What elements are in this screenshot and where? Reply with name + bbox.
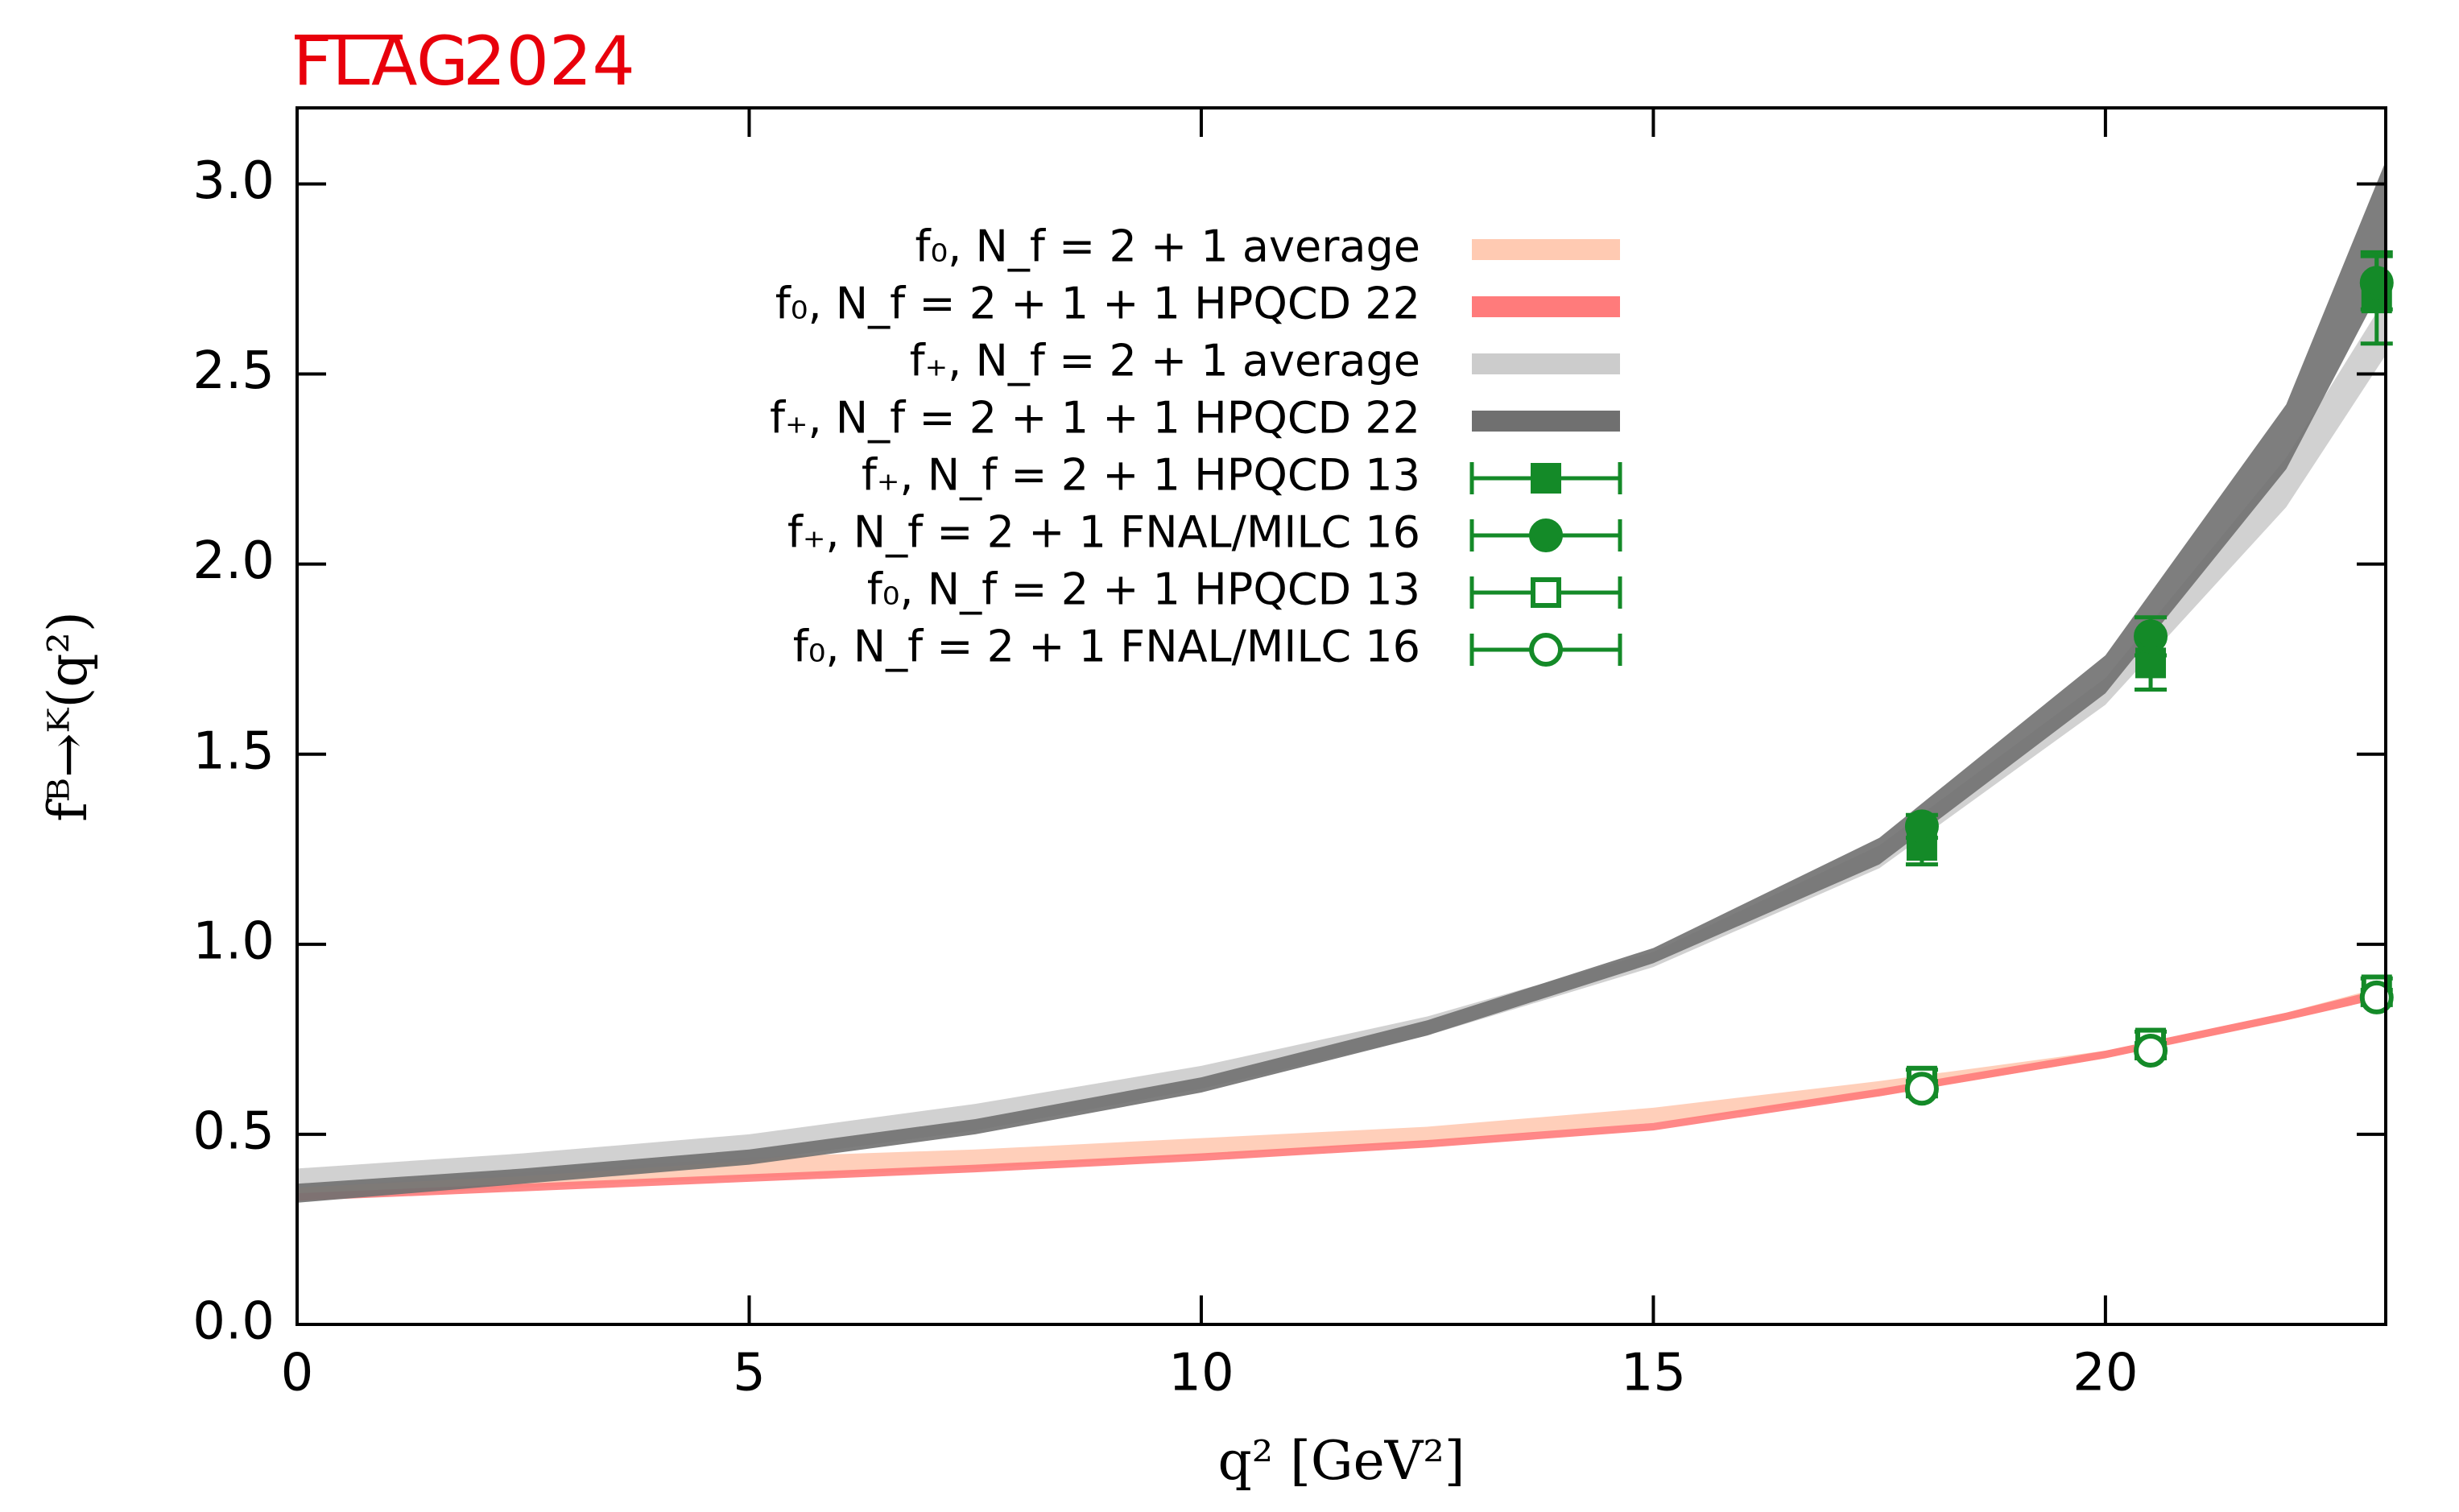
x-tick-label: 15 [1621, 1344, 1686, 1403]
marker [1904, 809, 1939, 844]
plot-frame [295, 106, 2387, 1326]
x-tick-label: 5 [733, 1344, 766, 1403]
y-tick-label: 1.5 [192, 721, 275, 781]
marker [2134, 1034, 2168, 1068]
x-axis-label: q² [GeV²] [1217, 1430, 1465, 1492]
marker [1904, 1072, 1939, 1106]
legend-label: f₊, N_f = 2 + 1 + 1 HPQCD 22 [770, 393, 1420, 444]
legend-marker [1531, 577, 1561, 608]
legend-label: f₀, N_f = 2 + 1 FNAL/MILC 16 [793, 622, 1420, 672]
legend-label: f₊, N_f = 2 + 1 FNAL/MILC 16 [787, 507, 1420, 558]
legend-label: f₀, N_f = 2 + 1 average [915, 221, 1421, 272]
legend-swatch [1472, 411, 1620, 432]
x-tick-label: 0 [281, 1344, 314, 1403]
legend-swatch [1472, 239, 1620, 260]
logo: FLAG [293, 22, 469, 101]
legend-swatch [1472, 296, 1620, 317]
y-tick-label: 2.5 [192, 341, 275, 401]
y-tick-label: 3.0 [192, 151, 275, 211]
marker [2359, 980, 2394, 1014]
legend-label: f₀, N_f = 2 + 1 HPQCD 13 [867, 564, 1420, 615]
legend-swatch [1472, 353, 1620, 374]
x-tick-label: 10 [1168, 1344, 1234, 1403]
marker [2134, 619, 2168, 654]
y-tick-label: 1.0 [192, 911, 275, 971]
legend-marker [1531, 463, 1561, 494]
logo-year: 2024 [463, 22, 635, 101]
y-tick-label: 0.5 [192, 1101, 275, 1161]
y-axis-label: fᴮ→ᴷ(q²) [37, 611, 99, 822]
y-tick-label: 0.0 [192, 1292, 275, 1352]
legend-label: f₊, N_f = 2 + 1 average [910, 336, 1420, 386]
legend-label: f₀, N_f = 2 + 1 + 1 HPQCD 22 [775, 279, 1420, 329]
marker [2359, 266, 2394, 300]
x-tick-label: 20 [2073, 1344, 2138, 1403]
legend-marker [1529, 518, 1563, 552]
legend-marker [1529, 633, 1563, 667]
y-tick-label: 2.0 [192, 531, 275, 591]
legend-label: f₊, N_f = 2 + 1 HPQCD 13 [862, 450, 1420, 501]
